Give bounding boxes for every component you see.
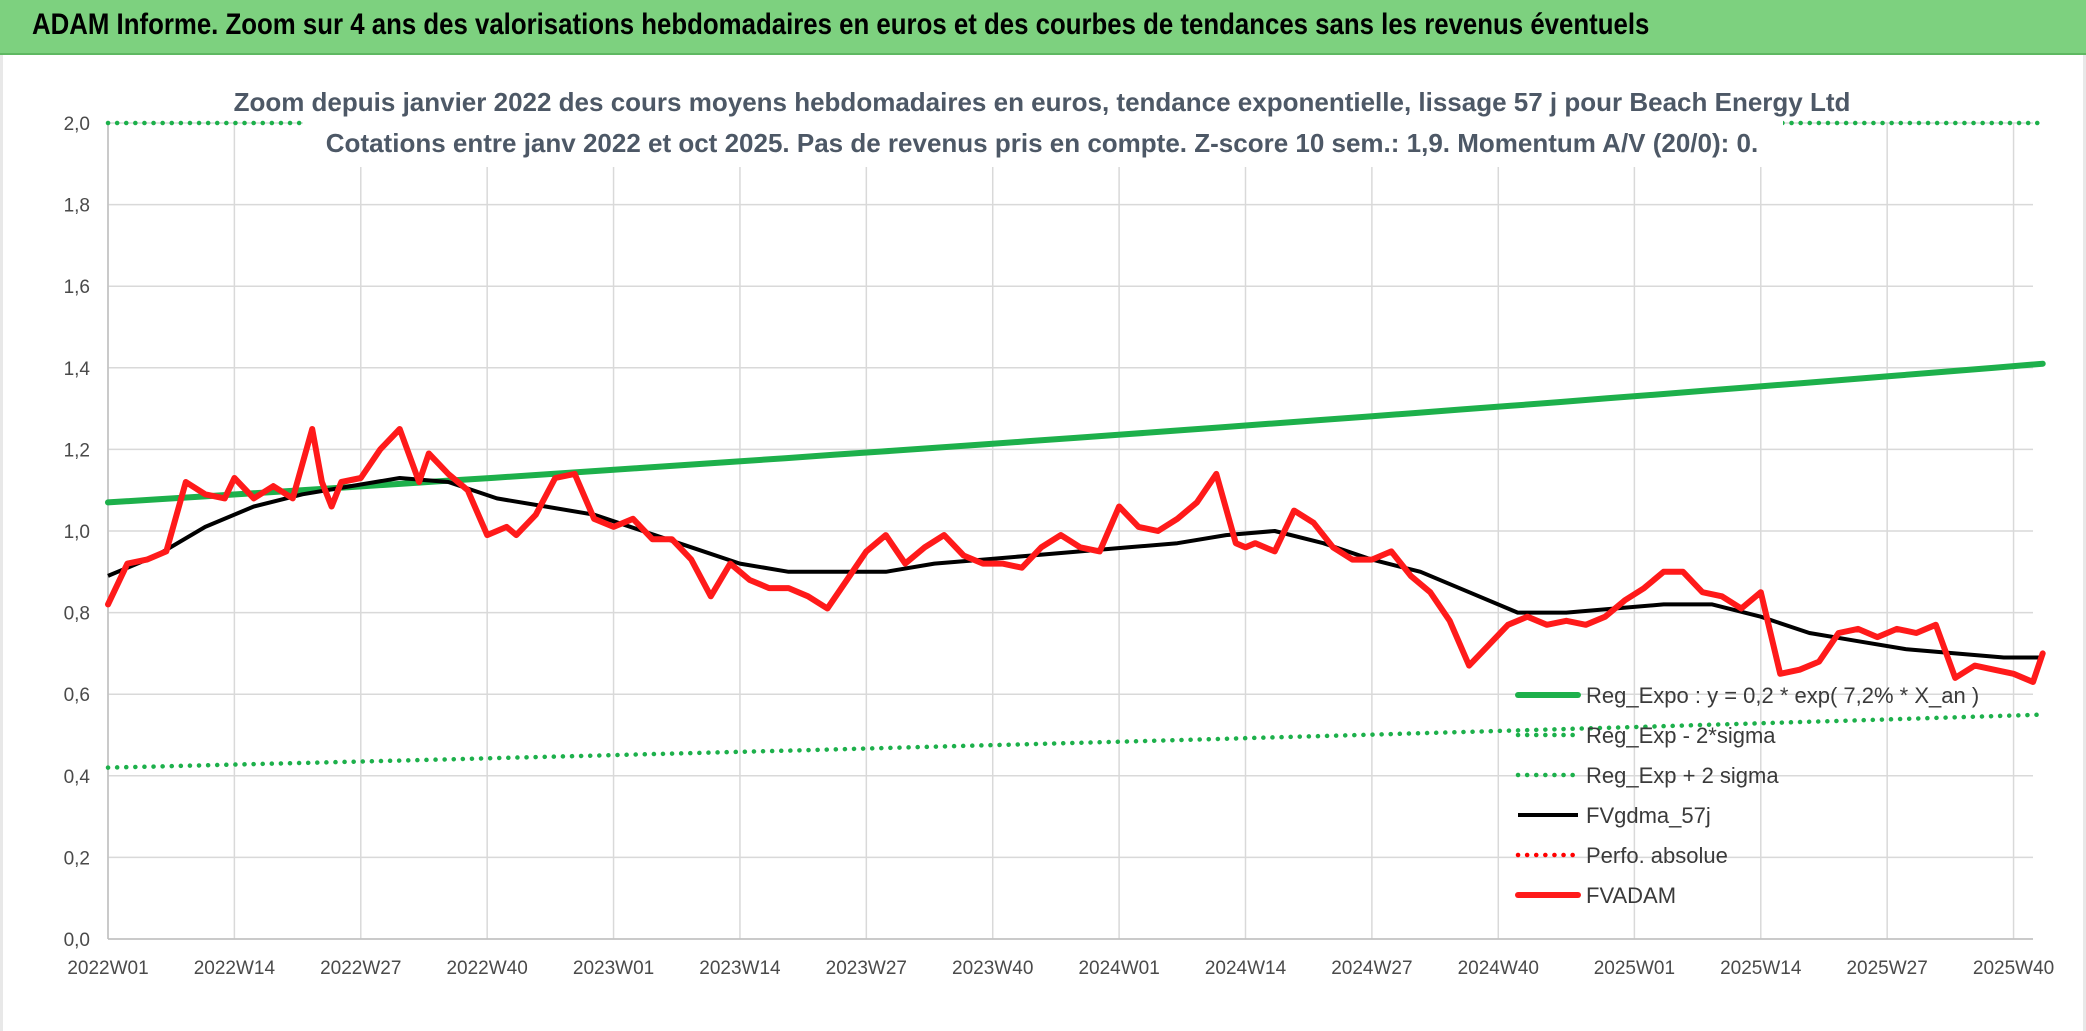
- x-tick-label: 2022W14: [194, 958, 276, 979]
- chart-title-background: [303, 79, 1783, 167]
- legend-fvadam-label: FVADAM: [1586, 883, 1676, 908]
- reg-exp-minus-2sigma-line: [105, 712, 2045, 770]
- grid: [107, 122, 2033, 940]
- x-tick-label: 2025W14: [1720, 958, 1802, 979]
- y-tick-label: 2,0: [64, 114, 90, 135]
- x-tick-label: 2023W01: [573, 958, 654, 979]
- x-tick-label: 2022W40: [446, 958, 527, 979]
- x-tick-label: 2024W40: [1458, 958, 1539, 979]
- fvgdma-57j-line: [107, 476, 2043, 660]
- legend-reg-exp-plus-label: Reg_Exp + 2 sigma: [1586, 763, 1779, 788]
- axis-labels: 0,0 0,2 0,4 0,6 0,8 1,0 1,2 1,4 1,6 1,8 2,0 2022W01…: [64, 114, 2055, 979]
- x-tick-label: 2025W01: [1594, 958, 1675, 979]
- chart-title-line1: Zoom depuis janvier 2022 des cours moyen…: [234, 87, 1851, 117]
- chart-title-group: Zoom depuis janvier 2022 des cours moyen…: [234, 79, 1851, 167]
- y-tick-label: 0,8: [64, 604, 90, 625]
- y-tick-label: 0,0: [64, 930, 90, 951]
- y-tick-label: 0,6: [64, 685, 90, 706]
- header-banner: ADAM Informe. Zoom sur 4 ans des valoris…: [0, 0, 2086, 55]
- legend-fvgdma-label: FVgdma_57j: [1586, 803, 1711, 828]
- x-tick-label: 2023W27: [826, 958, 907, 979]
- y-tick-label: 1,8: [64, 196, 90, 217]
- chart-frame: Zoom depuis janvier 2022 des cours moyen…: [0, 55, 2086, 1031]
- x-tick-label: 2023W40: [952, 958, 1033, 979]
- x-tick-label: 2025W27: [1846, 958, 1927, 979]
- chart-title-line2: Cotations entre janv 2022 et oct 2025. P…: [326, 128, 1758, 158]
- x-tick-label: 2024W14: [1205, 958, 1287, 979]
- x-tick-label: 2023W14: [699, 958, 781, 979]
- legend-reg-expo-label: Reg_Expo : y = 0,2 * exp( 7,2% * X_an ): [1586, 683, 1979, 708]
- x-tick-label: 2024W01: [1078, 958, 1159, 979]
- fvadam-line: [105, 426, 2046, 685]
- x-tick-label: 2022W01: [67, 958, 148, 979]
- legend: Reg_Expo : y = 0,2 * exp( 7,2% * X_an ) R…: [1515, 683, 1979, 908]
- y-tick-label: 1,6: [64, 277, 90, 298]
- chart: Zoom depuis janvier 2022 des cours moyen…: [64, 79, 2055, 979]
- y-tick-label: 1,4: [64, 359, 91, 380]
- x-tick-label: 2022W27: [320, 958, 401, 979]
- x-tick-label: 2024W27: [1331, 958, 1412, 979]
- legend-perfo-label: Perfo. absolue: [1586, 843, 1728, 868]
- page-title: ADAM Informe. Zoom sur 4 ans des valoris…: [32, 8, 1650, 41]
- y-tick-label: 0,4: [64, 767, 91, 788]
- legend-reg-exp-minus-label: Reg_Exp - 2*sigma: [1586, 723, 1776, 748]
- series-group: [105, 120, 2046, 770]
- y-tick-label: 1,0: [64, 522, 90, 543]
- x-tick-label: 2025W40: [1973, 958, 2054, 979]
- y-tick-label: 0,2: [64, 848, 90, 869]
- y-tick-label: 1,2: [64, 440, 90, 461]
